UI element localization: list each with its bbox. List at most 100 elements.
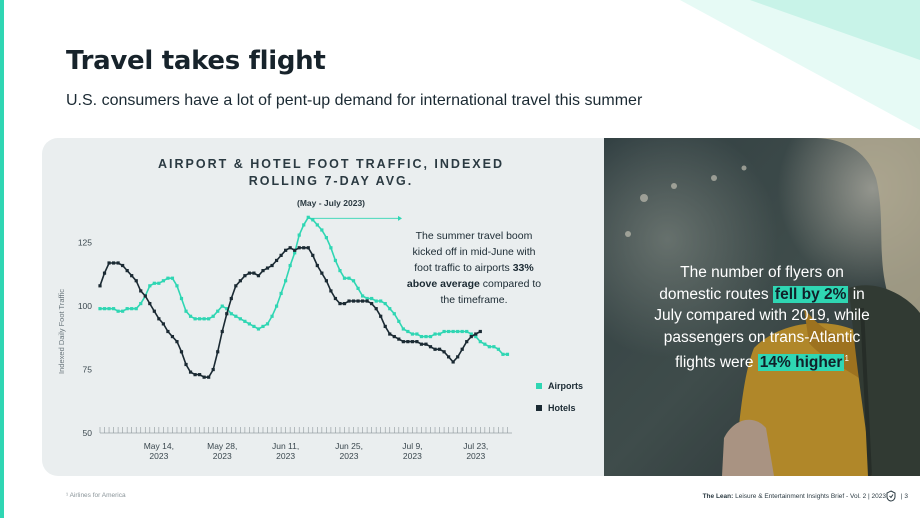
- data-point-airports: [451, 329, 455, 334]
- data-point-airports: [397, 319, 401, 323]
- data-point-airports: [347, 276, 351, 280]
- data-point-airports: [379, 299, 383, 303]
- data-point-airports: [370, 296, 374, 301]
- legend-swatch-airports: [536, 383, 542, 389]
- data-point-hotels: [428, 345, 433, 349]
- data-point-airports: [179, 296, 184, 301]
- data-point-hotels: [134, 279, 138, 283]
- data-point-airports: [474, 334, 478, 339]
- data-point-airports: [175, 284, 179, 288]
- data-point-airports: [111, 307, 116, 311]
- data-point-hotels: [130, 274, 134, 278]
- decorative-shapes: [680, 0, 920, 130]
- data-point-airports: [102, 307, 107, 311]
- footer-brand: The Lean: Leisure & Entertainment Insigh…: [703, 493, 886, 500]
- data-point-airports: [315, 223, 319, 227]
- data-point-hotels: [247, 271, 252, 275]
- photo-collar: [804, 308, 864, 378]
- legend-label-hotels: Hotels: [548, 403, 576, 413]
- data-point-hotels: [451, 360, 455, 364]
- data-point-hotels: [478, 329, 482, 334]
- data-point-hotels: [465, 340, 469, 344]
- data-point-airports: [324, 236, 328, 240]
- chart-title: AIRPORT & HOTEL FOOT TRAFFIC, INDEXED RO…: [42, 156, 620, 190]
- data-point-airports: [424, 334, 428, 339]
- chart-annotation: The summer travel boom kicked off in mid…: [398, 228, 550, 308]
- annotation-line3-bold: 33%: [512, 262, 534, 274]
- callout-line3: July compared with 2019, while: [654, 307, 870, 324]
- page-title: Travel takes flight: [66, 46, 326, 76]
- data-point-hotels: [311, 253, 315, 257]
- data-point-hotels: [351, 299, 356, 303]
- data-point-airports: [433, 332, 437, 336]
- annotation-line5: the timeframe.: [440, 294, 508, 306]
- data-point-airports: [121, 309, 125, 313]
- data-point-airports: [193, 317, 197, 321]
- annotation-pointer-head: [398, 215, 402, 221]
- data-point-airports: [478, 340, 482, 344]
- data-point-hotels: [170, 334, 175, 339]
- brand-logo-icon: [886, 490, 896, 502]
- annotation-line4: above average compared to: [398, 276, 550, 292]
- data-point-hotels: [175, 340, 179, 344]
- data-point-hotels: [333, 296, 338, 301]
- data-point-hotels: [284, 248, 288, 252]
- data-point-airports: [374, 299, 378, 303]
- data-point-hotels: [116, 261, 120, 265]
- callout-line5: flights were 14% higher 1: [604, 348, 920, 374]
- data-point-hotels: [111, 261, 116, 265]
- callout-highlight-fell: fell by 2%: [772, 285, 849, 303]
- data-point-airports: [401, 327, 405, 331]
- data-point-airports: [365, 296, 369, 301]
- data-point-hotels: [442, 350, 446, 354]
- y-axis-label: Indexed Daily Foot Traffic: [57, 289, 66, 374]
- data-point-hotels: [166, 329, 170, 334]
- annotation-line4-text: compared to: [479, 278, 542, 290]
- x-tick-label-year: 2023: [403, 451, 422, 461]
- data-point-airports: [501, 352, 505, 356]
- data-point-hotels: [370, 301, 374, 306]
- data-point-airports: [98, 307, 102, 311]
- data-point-hotels: [410, 340, 414, 344]
- data-point-airports: [410, 332, 414, 336]
- deco-triangle-mid: [750, 0, 920, 60]
- page-number: | 3: [901, 493, 908, 500]
- data-point-hotels: [152, 309, 156, 313]
- data-point-airports: [139, 301, 143, 306]
- photo-backpack-strap: [860, 307, 872, 476]
- data-point-hotels: [261, 269, 265, 273]
- x-tick-label: May 28,: [207, 441, 237, 451]
- y-tick-label: 50: [83, 428, 93, 438]
- data-point-airports: [342, 276, 347, 280]
- data-point-hotels: [397, 337, 401, 341]
- photo-hair: [814, 138, 920, 338]
- footer-brand-name: The Lean:: [702, 493, 734, 500]
- data-point-airports: [320, 228, 324, 232]
- chart-panel: 50 75 100 125 Indexed Daily Foot Traffic May …: [42, 138, 604, 476]
- data-point-hotels: [437, 347, 442, 351]
- data-point-airports: [356, 286, 360, 290]
- chart-period: (May - July 2023): [296, 198, 366, 208]
- x-tick-label: Jun 11,: [272, 441, 299, 451]
- data-point-airports: [243, 319, 247, 323]
- x-tick-label-year: 2023: [276, 451, 295, 461]
- data-point-hotels: [256, 274, 261, 278]
- data-point-airports: [184, 309, 188, 313]
- data-point-hotels: [234, 284, 238, 288]
- data-point-airports: [148, 284, 152, 288]
- x-tick-label: Jul 23,: [463, 441, 488, 451]
- data-point-hotels: [198, 373, 202, 377]
- callout-highlight-higher: 14% higher: [757, 354, 845, 372]
- data-point-airports: [388, 307, 392, 311]
- data-point-airports: [234, 314, 238, 318]
- page-subtitle: U.S. consumers have a lot of pent-up dem…: [66, 92, 643, 109]
- data-point-hotels: [202, 375, 206, 379]
- footer-report-title: Leisure & Entertainment Insights Brief -…: [733, 493, 886, 500]
- data-point-hotels: [193, 373, 197, 377]
- data-point-airports: [274, 304, 279, 308]
- data-point-airports: [442, 329, 446, 334]
- data-point-hotels: [342, 301, 347, 306]
- data-point-airports: [483, 342, 487, 346]
- annotation-line3: foot traffic to airports 33%: [398, 260, 550, 276]
- data-point-hotels: [229, 296, 233, 301]
